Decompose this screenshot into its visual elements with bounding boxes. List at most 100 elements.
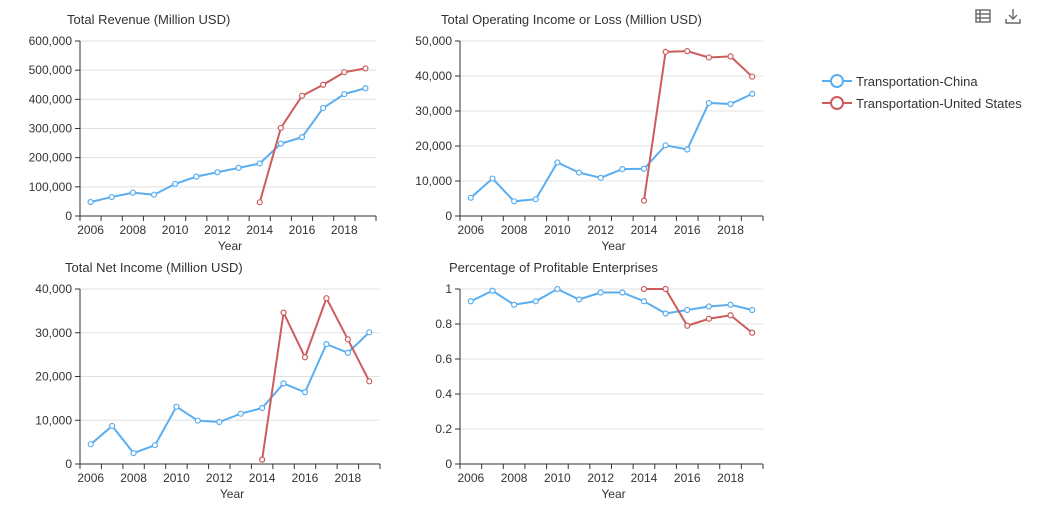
data-point	[727, 53, 734, 60]
data-point	[280, 380, 287, 387]
data-point	[256, 199, 263, 206]
data-point	[87, 198, 94, 206]
y-tick-label: 0	[445, 209, 452, 223]
data-point	[705, 315, 712, 322]
data-point	[87, 441, 94, 448]
x-tick-label: 2008	[501, 471, 528, 485]
data-point	[749, 90, 756, 97]
data-point	[173, 403, 180, 410]
data-point	[130, 449, 137, 457]
y-tick-label: 200,000	[29, 151, 73, 165]
data-point	[172, 180, 179, 188]
data-point	[344, 349, 351, 356]
data-point	[662, 48, 669, 55]
data-point	[640, 298, 648, 305]
data-point	[320, 104, 327, 112]
x-tick-label: 2006	[77, 223, 104, 237]
y-tick-label: 300,000	[29, 122, 73, 136]
data-point	[705, 303, 712, 310]
data-point	[489, 287, 496, 294]
data-point	[341, 90, 348, 98]
x-axis-label: Year	[601, 239, 625, 253]
series-line	[258, 67, 366, 203]
x-tick-label: 2016	[674, 471, 701, 485]
data-point	[362, 85, 369, 92]
x-tick-label: 2016	[292, 471, 319, 485]
y-tick-label: 0	[445, 457, 452, 471]
data-point	[727, 100, 734, 108]
data-point	[662, 285, 669, 293]
x-tick-label: 2014	[631, 471, 658, 485]
data-point	[277, 140, 284, 147]
x-tick-label: 2008	[501, 223, 528, 237]
data-point	[256, 160, 263, 167]
legend-swatch-us	[822, 96, 852, 110]
data-point	[532, 298, 539, 305]
y-tick-label: 0.2	[435, 422, 452, 436]
x-tick-label: 2006	[457, 223, 484, 237]
data-point	[619, 289, 626, 296]
data-point	[298, 92, 306, 99]
data-point	[150, 191, 158, 198]
chart-3: Total Net Income (Million USD) 0 10,000 20,…	[35, 260, 381, 501]
data-point	[151, 442, 159, 449]
data-point	[467, 298, 474, 305]
data-point	[511, 301, 518, 308]
y-tick-label: 20,000	[35, 370, 72, 384]
data-point	[705, 54, 712, 61]
x-axis-label: Year	[220, 487, 244, 501]
y-tick-label: 40,000	[35, 282, 72, 296]
data-point	[684, 306, 691, 314]
y-tick-label: 40,000	[415, 69, 452, 83]
chart-4: Percentage of Profitable Enterprises 0 0.2…	[435, 260, 764, 501]
y-tick-label: 50,000	[415, 34, 452, 48]
y-tick-label: 0	[65, 457, 72, 471]
data-point	[684, 146, 691, 153]
x-tick-label: 2012	[587, 471, 614, 485]
x-axis-label: Year	[218, 239, 242, 253]
x-tick-label: 2010	[544, 471, 571, 485]
table-icon[interactable]	[973, 6, 993, 26]
chart-title: Total Revenue (Million USD)	[67, 12, 230, 27]
download-icon[interactable]	[1003, 6, 1023, 26]
data-point	[214, 169, 221, 176]
data-point	[684, 322, 691, 329]
x-tick-label: 2014	[631, 223, 658, 237]
series-line	[470, 92, 753, 203]
series-line	[470, 287, 753, 315]
x-tick-label: 2008	[120, 223, 147, 237]
x-tick-label: 2018	[717, 223, 744, 237]
x-tick-label: 2012	[206, 471, 233, 485]
y-tick-label: 20,000	[415, 139, 452, 153]
y-tick-label: 400,000	[29, 92, 73, 106]
x-axis-label: Year	[601, 487, 625, 501]
x-tick-label: 2014	[246, 223, 273, 237]
data-point	[298, 134, 306, 141]
data-point	[366, 329, 373, 336]
x-tick-label: 2010	[544, 223, 571, 237]
legend-item-us[interactable]: Transportation-United States	[822, 92, 1022, 114]
data-point	[727, 301, 734, 308]
legend-item-china[interactable]: Transportation-China	[822, 70, 1022, 92]
x-tick-label: 2018	[717, 471, 744, 485]
data-point	[259, 456, 266, 463]
y-tick-label: 30,000	[35, 326, 72, 340]
data-point	[129, 189, 136, 196]
y-tick-label: 10,000	[35, 413, 72, 427]
data-point	[109, 422, 116, 430]
data-point	[597, 289, 604, 296]
x-tick-label: 2016	[674, 223, 701, 237]
y-tick-label: 500,000	[29, 63, 73, 77]
x-tick-label: 2012	[204, 223, 231, 237]
data-point	[705, 99, 712, 107]
data-point	[749, 73, 756, 80]
x-tick-label: 2008	[120, 471, 147, 485]
data-point	[259, 404, 266, 412]
data-point	[277, 124, 284, 132]
x-tick-label: 2018	[335, 471, 362, 485]
chart-title: Total Operating Income or Loss (Million …	[441, 12, 702, 27]
legend-label-us: Transportation-United States	[856, 95, 1022, 111]
data-point	[467, 194, 474, 201]
y-tick-label: 30,000	[415, 104, 452, 118]
